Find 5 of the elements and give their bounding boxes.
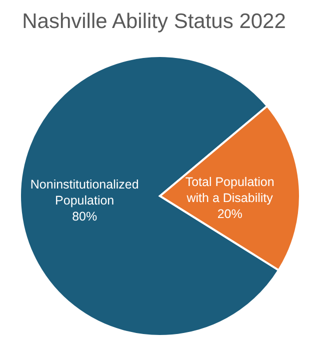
chart-title: Nashville Ability Status 2022 <box>22 10 286 33</box>
slice-label: Total Population with a Disability <box>185 175 274 206</box>
slice-label: Noninstitutionalized Population <box>30 178 139 208</box>
data-label: 20% <box>217 207 242 222</box>
data-label: 80% <box>72 210 98 224</box>
